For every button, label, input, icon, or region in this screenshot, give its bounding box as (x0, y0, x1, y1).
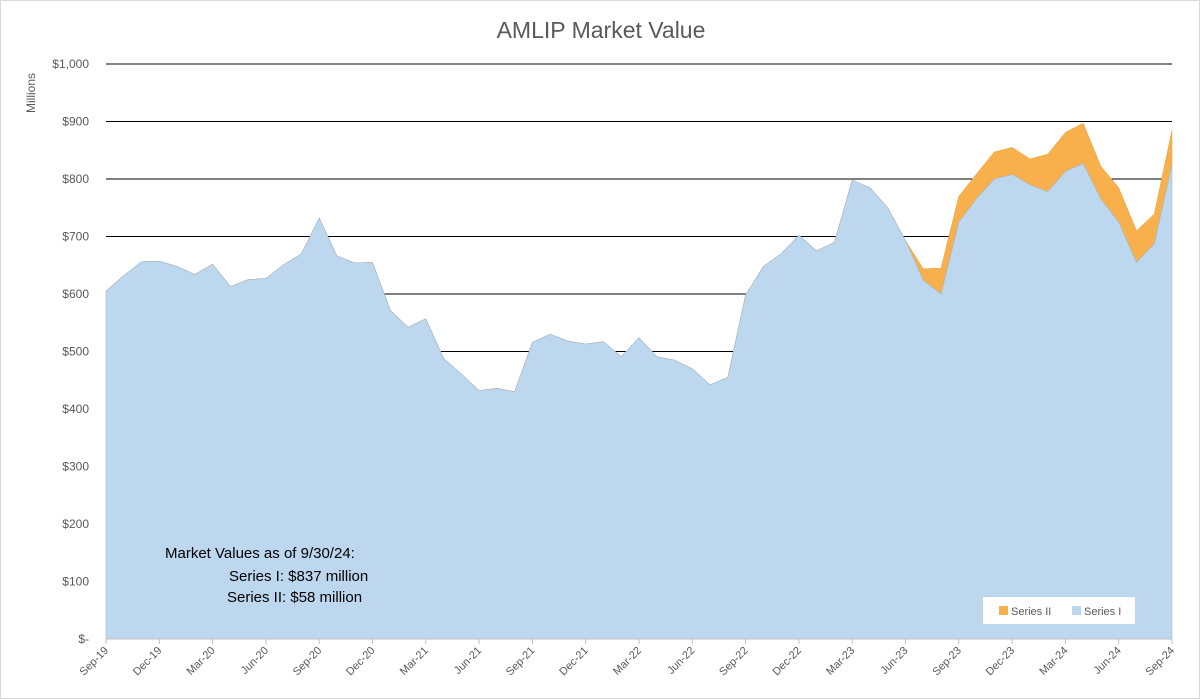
y-tick-label: $700 (62, 230, 89, 244)
x-tick-label: Jun-24 (1092, 645, 1124, 677)
x-tick-label: Jun-20 (239, 645, 271, 677)
annotation-series-1: Series I: $837 million (229, 568, 368, 585)
y-tick-label: $200 (62, 517, 89, 531)
x-tick-label: Mar-20 (185, 645, 218, 678)
x-tick-label: Dec-19 (131, 645, 165, 679)
legend-label-series-1: Series I (1084, 606, 1121, 618)
series-1-area (105, 163, 1173, 640)
y-tick-label: $900 (62, 115, 89, 129)
x-tick-label: Mar-23 (824, 645, 857, 678)
x-tick-label: Sep-21 (504, 645, 538, 679)
plot-areas (105, 122, 1173, 640)
legend-swatch-series-1 (1072, 606, 1081, 615)
y-tick-label: $100 (62, 575, 89, 589)
x-tick-label: Jun-21 (452, 645, 484, 677)
legend: Series II Series I (983, 597, 1135, 624)
x-tick-label: Mar-21 (398, 645, 431, 678)
y-tick-label: $800 (62, 172, 89, 186)
x-tick-label: Sep-19 (78, 645, 112, 679)
x-tick-label: Sep-20 (291, 645, 325, 679)
y-tick-label: $300 (62, 460, 89, 474)
y-tick-label: $1,000 (52, 57, 89, 71)
annotation-series-2: Series II: $58 million (227, 589, 362, 606)
y-tick-label: $- (78, 632, 89, 646)
x-tick-label: Dec-23 (984, 645, 1018, 679)
y-axis-ticks: $- $100 $200 $300 $400 $500 $600 $700 $800 $900 $1… (52, 57, 89, 646)
x-tick-label: Sep-23 (930, 645, 964, 679)
y-tick-label: $600 (62, 287, 89, 301)
y-tick-label: $400 (62, 402, 89, 416)
x-tick-label: Dec-21 (557, 645, 591, 679)
x-tick-label: Mar-22 (611, 645, 644, 678)
x-tick-label: Sep-24 (1144, 645, 1178, 679)
legend-swatch-series-2 (999, 606, 1008, 615)
x-tick-label: Dec-20 (344, 645, 378, 679)
x-tick-label: Mar-24 (1037, 645, 1070, 678)
x-tick-label: Dec-22 (770, 645, 804, 679)
x-tick-label: Jun-22 (665, 645, 697, 677)
x-tick-label: Sep-22 (717, 645, 751, 679)
annotation-heading: Market Values as of 9/30/24: (165, 545, 355, 562)
x-axis-ticks: Sep-19 Dec-19 Mar-20 Jun-20 Sep-20 Dec-20 Mar-… (78, 639, 1178, 679)
y-axis-label: Millions (24, 73, 38, 113)
annotation-box: Market Values as of 9/30/24: Series I: $… (165, 545, 368, 606)
y-tick-label: $500 (62, 345, 89, 359)
x-tick-label: Jun-23 (878, 645, 910, 677)
legend-label-series-2: Series II (1011, 606, 1051, 618)
legend-box (983, 597, 1135, 624)
chart-title: AMLIP Market Value (497, 17, 706, 43)
